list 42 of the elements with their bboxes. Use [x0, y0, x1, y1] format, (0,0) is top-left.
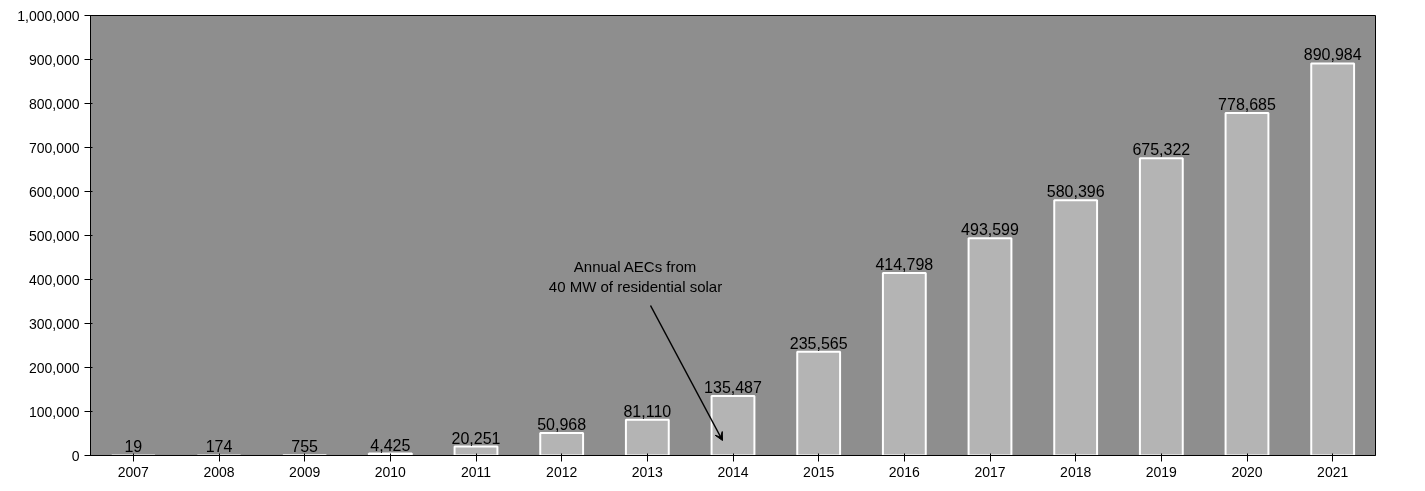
y-tick-label: 100,000 [28, 403, 80, 420]
x-tick-label: 2016 [888, 463, 921, 480]
data-label: 414,798 [875, 255, 934, 273]
annotation: Annual AECs from 40 MW of residential solar [548, 258, 723, 296]
y-tick-label: 1,000,000 [17, 7, 80, 24]
data-label: 135,487 [704, 378, 763, 396]
y-tick-label: 300,000 [28, 315, 80, 332]
data-label: 174 [205, 438, 233, 456]
y-tick-label: 200,000 [28, 359, 80, 376]
x-tick-label: 2018 [1060, 463, 1092, 480]
x-tick-label: 2009 [289, 463, 321, 480]
x-tick-label: 2014 [717, 463, 749, 480]
y-tick-label: 600,000 [28, 183, 80, 200]
y-tick-label: 0 [71, 447, 80, 464]
x-tick-label: 2019 [1145, 463, 1178, 480]
x-tick-label: 2011 [460, 463, 492, 480]
data-label: 890,984 [1303, 46, 1362, 64]
data-label: 20,251 [451, 429, 501, 447]
x-tick-label: 2008 [203, 463, 235, 480]
x-tick-label: 2020 [1231, 463, 1263, 480]
y-tick-label: 900,000 [28, 51, 80, 68]
data-label: 493,599 [961, 221, 1020, 239]
x-tick-label: 2017 [974, 463, 1006, 480]
data-label: 81,110 [623, 402, 672, 420]
x-tick-label: 2013 [631, 463, 664, 480]
data-label: 778,685 [1218, 95, 1277, 113]
data-label: 235,565 [789, 334, 848, 352]
y-tick-label: 400,000 [28, 271, 80, 288]
x-tick-label: 2007 [117, 463, 150, 480]
y-tick-label: 800,000 [28, 95, 80, 112]
x-tick-label: 2010 [374, 463, 407, 480]
x-tick-label: 2015 [803, 463, 835, 480]
data-label: 19 [124, 438, 143, 456]
y-tick-label: 500,000 [28, 227, 80, 244]
data-label: 4,425 [370, 436, 411, 454]
data-label: 675,322 [1132, 141, 1191, 159]
data-label: 755 [291, 438, 319, 456]
data-label: 580,396 [1046, 183, 1105, 201]
x-tick-label: 2021 [1317, 463, 1349, 480]
data-label: 50,968 [537, 416, 587, 434]
y-tick-label: 700,000 [28, 139, 80, 156]
x-tick-label: 2012 [546, 463, 578, 480]
